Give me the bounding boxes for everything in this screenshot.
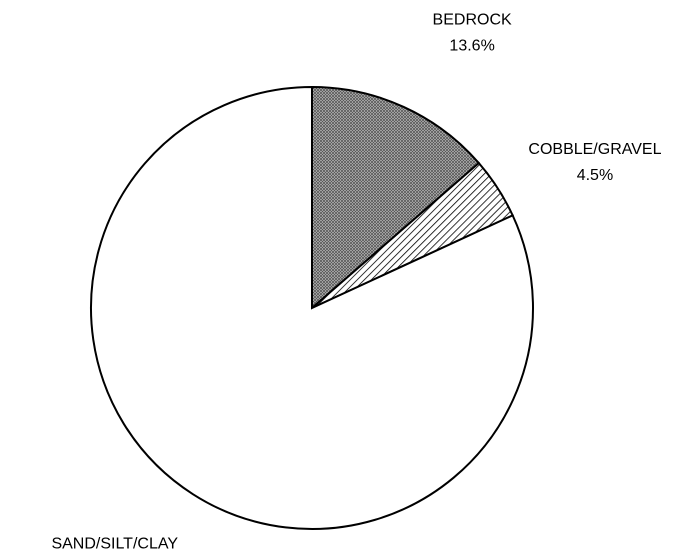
slice-value-label: 4.5%: [577, 167, 613, 184]
pie-slice: [90, 85, 534, 530]
pie-slice: [311, 85, 481, 311]
slice-label: COBBLE/GRAVEL: [528, 141, 661, 158]
slice-label: SAND/SILT/CLAY: [51, 536, 178, 553]
slice-value-label: 13.6%: [449, 37, 494, 54]
slice-label: BEDROCK: [433, 11, 512, 28]
